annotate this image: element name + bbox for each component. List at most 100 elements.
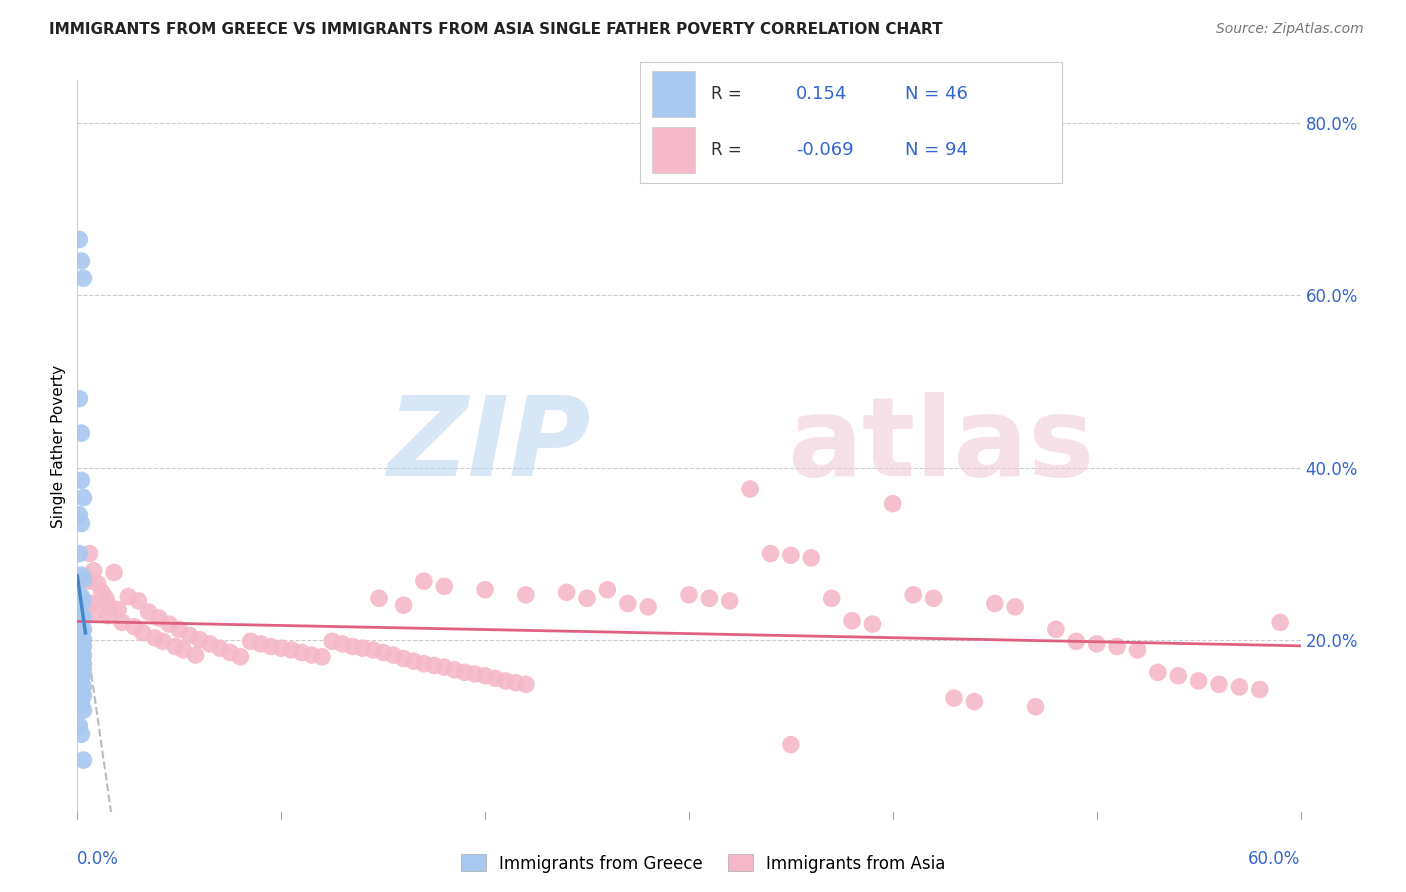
Point [80, 597, 103, 611]
Point [371, 646, 394, 660]
Point [72, 640, 94, 654]
Text: 0.154: 0.154 [796, 85, 848, 103]
Point [188, 632, 211, 647]
Point [128, 594, 150, 608]
Point [270, 641, 292, 656]
Point [963, 695, 986, 709]
Point [699, 591, 721, 606]
Point [67, 628, 90, 642]
Point [70, 697, 93, 711]
Point [67, 654, 90, 668]
Point [179, 628, 201, 642]
Point [209, 641, 232, 656]
Point [72, 632, 94, 647]
Text: IMMIGRANTS FROM GREECE VS IMMIGRANTS FROM ASIA SINGLE FATHER POVERTY CORRELATION: IMMIGRANTS FROM GREECE VS IMMIGRANTS FRO… [49, 22, 943, 37]
Point [332, 637, 354, 651]
Text: R =: R = [711, 141, 742, 160]
Point [342, 640, 364, 654]
Point [169, 622, 191, 636]
Point [413, 574, 436, 588]
Point [474, 582, 496, 597]
Point [198, 637, 221, 651]
Point [72, 753, 94, 767]
Point [172, 643, 194, 657]
Point [148, 611, 170, 625]
Point [67, 392, 90, 406]
Point [505, 675, 527, 690]
Text: -0.069: -0.069 [796, 141, 853, 160]
Point [67, 719, 90, 733]
Point [97, 608, 120, 623]
Point [70, 590, 93, 604]
Point [474, 669, 496, 683]
Point [280, 643, 302, 657]
Point [184, 648, 207, 662]
Point [352, 641, 374, 656]
Point [138, 605, 160, 619]
Point [423, 658, 446, 673]
Point [67, 547, 90, 561]
Point [596, 582, 619, 597]
Point [718, 594, 741, 608]
Point [70, 474, 93, 488]
Point [67, 620, 90, 634]
Point [382, 648, 405, 662]
Point [433, 660, 456, 674]
Point [637, 599, 659, 614]
Point [72, 622, 94, 636]
Point [79, 547, 101, 561]
Point [392, 651, 415, 665]
Text: N = 46: N = 46 [905, 85, 969, 103]
Point [311, 649, 333, 664]
Point [152, 634, 174, 648]
Point [219, 646, 242, 660]
FancyBboxPatch shape [652, 70, 695, 117]
Point [1147, 665, 1170, 680]
Point [780, 738, 803, 752]
Point [131, 625, 153, 640]
FancyBboxPatch shape [652, 128, 695, 173]
Point [103, 566, 125, 580]
Point [495, 673, 517, 688]
Point [821, 591, 844, 606]
Point [555, 585, 578, 599]
Point [72, 689, 94, 703]
Point [72, 648, 94, 662]
Point [1249, 682, 1271, 697]
Point [291, 646, 314, 660]
Point [111, 615, 134, 630]
Point [413, 657, 436, 671]
Point [70, 671, 93, 685]
Point [368, 591, 391, 606]
Point [1004, 599, 1026, 614]
Point [239, 634, 262, 648]
Point [70, 568, 93, 582]
Point [70, 660, 93, 674]
Point [1188, 673, 1211, 688]
Point [84, 605, 107, 619]
Point [70, 516, 93, 531]
Legend: Immigrants from Greece, Immigrants from Asia: Immigrants from Greece, Immigrants from … [454, 847, 952, 880]
Point [678, 588, 700, 602]
Point [67, 602, 90, 616]
Point [1229, 680, 1251, 694]
Point [1208, 677, 1230, 691]
Point [1270, 615, 1292, 630]
Point [464, 667, 486, 681]
Point [72, 703, 94, 717]
Text: Source: ZipAtlas.com: Source: ZipAtlas.com [1216, 22, 1364, 37]
Point [454, 665, 477, 680]
Point [94, 591, 117, 606]
Point [72, 573, 94, 587]
Point [72, 680, 94, 694]
Point [87, 576, 110, 591]
Point [83, 564, 105, 578]
Point [70, 643, 93, 657]
Point [922, 591, 945, 606]
Point [72, 491, 94, 505]
Text: atlas: atlas [787, 392, 1094, 500]
Point [143, 631, 166, 645]
Point [70, 625, 93, 640]
Point [984, 597, 1007, 611]
Point [67, 646, 90, 660]
